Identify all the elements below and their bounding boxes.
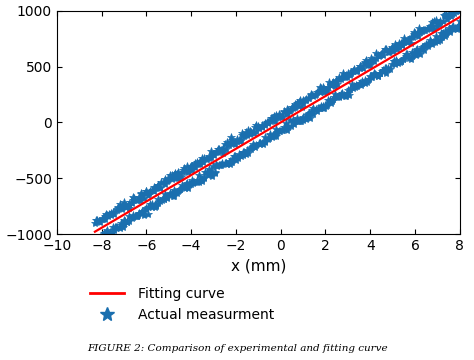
X-axis label: x (mm): x (mm) <box>231 258 286 273</box>
Legend: Fitting curve, Actual measurment: Fitting curve, Actual measurment <box>84 281 280 327</box>
Text: FIGURE 2: Comparison of experimental and fitting curve: FIGURE 2: Comparison of experimental and… <box>87 344 387 353</box>
